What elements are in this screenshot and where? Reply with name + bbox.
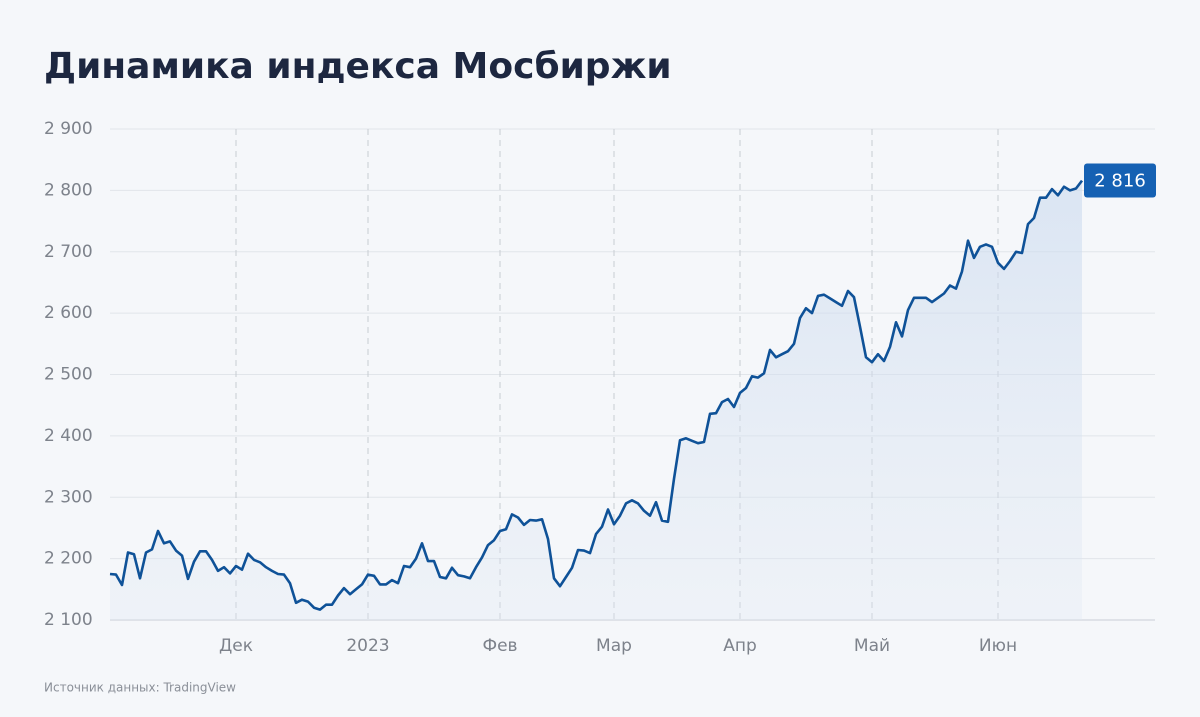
- y-tick-label: 2 500: [44, 365, 93, 385]
- value-label-box: [1084, 163, 1156, 198]
- y-tick-label: 2 600: [44, 303, 93, 323]
- area: [110, 180, 1082, 620]
- value-label: 2 816: [1094, 171, 1146, 192]
- y-tick-label: 2 900: [44, 119, 93, 139]
- x-tick-label: Дек: [219, 636, 253, 656]
- y-tick-label: 2 200: [44, 549, 93, 569]
- y-tick-label: 2 300: [44, 487, 93, 507]
- x-tick-label: Мар: [596, 636, 632, 656]
- source: Источник данных: TradingView: [44, 681, 236, 695]
- x-tick-label: Июн: [979, 636, 1017, 656]
- y-tick-label: 2 700: [44, 242, 93, 262]
- x-tick-label: Фев: [482, 636, 517, 656]
- line: [109, 179, 1084, 611]
- x-tick-label: 2023: [346, 636, 389, 656]
- x-tick-label: Май: [854, 636, 890, 656]
- y-tick-label: 2 400: [44, 426, 93, 446]
- y-tick-label: 2 100: [44, 610, 93, 630]
- chart-title: Динамика индекса Мосбиржи: [44, 46, 672, 87]
- x-tick-label: Апр: [723, 636, 757, 656]
- y-tick-label: 2 800: [44, 180, 93, 200]
